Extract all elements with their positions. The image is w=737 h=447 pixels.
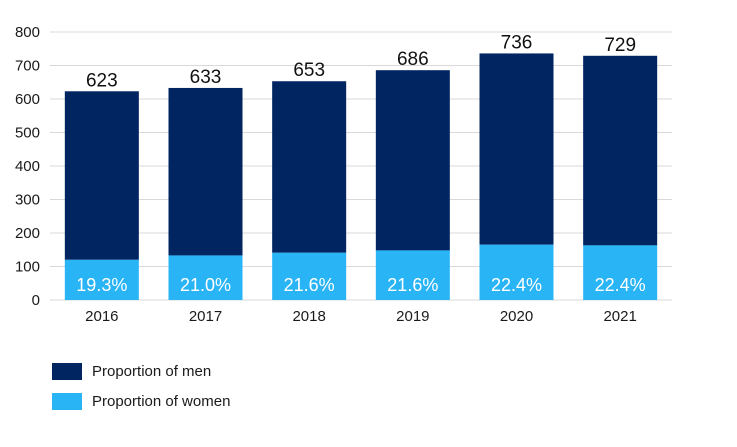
x-tick-label-2021: 2021 [603,308,636,325]
bar-men-2018 [272,81,347,253]
y-tick-label: 0 [32,292,40,309]
legend-label-1: Proportion of women [92,393,230,410]
bar-women-2016 [64,259,139,300]
total-label-2021: 729 [604,35,636,56]
bar-men-2017 [168,87,243,256]
women-share-label-2018: 21.6% [284,275,335,295]
y-tick-label: 100 [15,259,40,276]
legend: Proportion of men Proportion of women [52,363,230,410]
bar-men-2016 [64,91,139,260]
x-tick-label-2017: 2017 [189,308,222,325]
x-tick-label-2020: 2020 [500,308,533,325]
legend-label-0: Proportion of men [92,363,211,380]
bar-women-2021 [583,245,658,300]
total-label-2017: 633 [190,67,222,88]
y-tick-label: 400 [15,158,40,175]
y-tick-label: 800 [15,24,40,41]
bar-women-2017 [168,255,243,300]
gridlines [50,31,672,301]
y-tick-label: 700 [15,58,40,75]
bar-men-2019 [375,70,450,251]
bar-women-2020 [479,244,554,300]
bar-men-2021 [583,55,658,246]
total-label-2016: 623 [86,70,118,91]
women-share-label-2019: 21.6% [387,275,438,295]
y-tick-label: 300 [15,192,40,209]
y-tick-label: 200 [15,225,40,242]
legend-swatch-0 [52,363,82,380]
bars: 623 19.3% 633 21.0% 653 21.6% 686 21.6% 736 22.4%… [64,32,658,300]
x-axis-ticks: 2016 2017 2018 2019 2020 2021 [85,308,637,325]
women-share-label-2021: 22.4% [595,275,646,295]
total-label-2018: 653 [293,60,325,81]
bar-women-2019 [375,250,450,300]
women-share-label-2020: 22.4% [491,275,542,295]
bar-men-2020 [479,53,554,245]
total-label-2020: 736 [501,32,533,53]
legend-swatch-1 [52,393,82,410]
x-tick-label-2018: 2018 [292,308,325,325]
bar-women-2018 [272,252,347,300]
x-tick-label-2019: 2019 [396,308,429,325]
women-share-label-2016: 19.3% [76,275,127,295]
y-tick-label: 600 [15,91,40,108]
y-tick-label: 500 [15,125,40,142]
x-tick-label-2016: 2016 [85,308,118,325]
women-share-label-2017: 21.0% [180,275,231,295]
y-axis-ticks: 0 100 200 300 400 500 600 700 800 [15,24,40,309]
total-label-2019: 686 [397,49,429,70]
